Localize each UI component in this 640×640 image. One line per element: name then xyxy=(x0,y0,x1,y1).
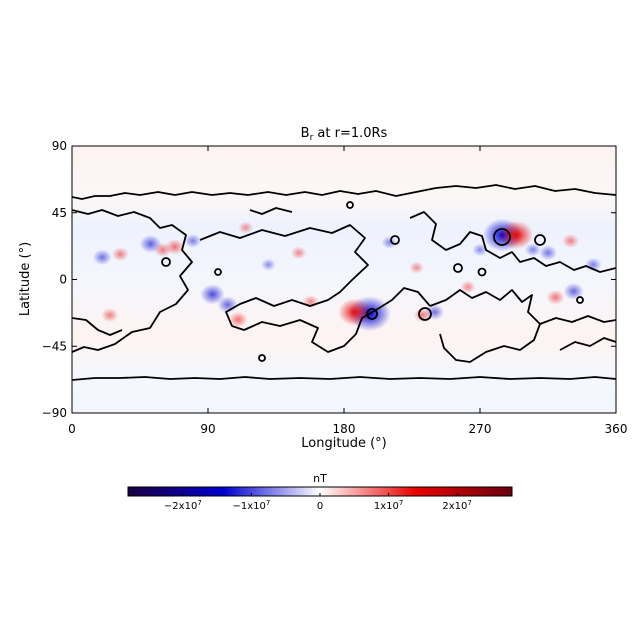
heatmap-feature-11 xyxy=(111,247,129,262)
heatmap-features xyxy=(92,218,602,332)
contour-east-region xyxy=(429,289,541,363)
heatmap-feature-19 xyxy=(546,289,565,305)
contour-central-band xyxy=(199,224,431,353)
colorbar-tick-label-3: 1x107 xyxy=(374,499,403,512)
contour-ring-8 xyxy=(346,201,354,209)
heatmap-feature-10 xyxy=(92,249,112,266)
zero-contours xyxy=(72,184,616,381)
heatmap-feature-29 xyxy=(238,221,254,234)
contour-east-upper xyxy=(409,211,616,273)
heatmap-feature-20 xyxy=(538,245,558,261)
colorbar-tick-label-0: −2x107 xyxy=(164,499,202,512)
contour-ring-5 xyxy=(161,257,171,267)
x-tick-label-2: 180 xyxy=(333,422,356,436)
x-axis-ticks: 0 90 180 270 360 xyxy=(68,146,627,436)
chart-title: Br at r=1.0Rs xyxy=(301,126,388,143)
contour-ring-7 xyxy=(477,267,487,277)
x-tick-label-3: 270 xyxy=(469,422,492,436)
contour-ring-9 xyxy=(390,235,400,245)
contour-ring-1 xyxy=(493,228,511,246)
y-tick-label-0: −90 xyxy=(42,406,67,420)
colorbar-tick-label-1: −1x107 xyxy=(232,499,270,512)
contour-ring-2 xyxy=(418,307,432,321)
contour-west-lower xyxy=(72,317,123,336)
x-tick-label-1: 90 xyxy=(200,422,215,436)
heatmap-feature-27 xyxy=(261,258,276,271)
contour-ring-3 xyxy=(366,308,378,320)
x-tick-label-0: 0 xyxy=(68,422,76,436)
y-axis-ticks: −90 −45 0 45 90 xyxy=(42,139,616,420)
contour-west-region xyxy=(72,209,193,353)
contour-far-east xyxy=(559,337,616,351)
contour-ring-11 xyxy=(214,268,222,276)
contour-ring-10 xyxy=(258,354,266,362)
chart-title-suffix: at r=1.0Rs xyxy=(313,126,387,141)
heatmap-feature-28 xyxy=(409,261,424,274)
y-tick-label-4: 90 xyxy=(52,139,67,153)
y-tick-label-2: 0 xyxy=(59,273,67,287)
colorbar-tick-label-2: 0 xyxy=(317,501,323,512)
heatmap-background xyxy=(72,146,616,413)
contour-north-boundary xyxy=(72,184,616,200)
x-axis-label: Longitude (°) xyxy=(301,436,386,451)
heatmap-feature-1 xyxy=(338,298,371,326)
x-tick-label-4: 360 xyxy=(605,422,628,436)
heatmap-feature-24 xyxy=(381,235,398,249)
heatmap-feature-6 xyxy=(228,311,248,328)
heatmap-feature-13 xyxy=(101,308,119,323)
contour-mid-north xyxy=(249,207,293,215)
heatmap-feature-23 xyxy=(524,243,541,257)
chart-title-main: B xyxy=(301,126,310,141)
heatmap-feature-18 xyxy=(563,282,584,300)
y-tick-label-1: −45 xyxy=(42,339,67,353)
contour-east-lower xyxy=(539,315,616,325)
contour-ring-6 xyxy=(453,263,463,273)
y-axis-label: Latitude (°) xyxy=(18,242,33,316)
heatmap-feature-26 xyxy=(472,243,488,257)
contour-ring-12 xyxy=(576,296,584,304)
y-tick-label-3: 45 xyxy=(52,206,67,220)
colorbar-label: nT xyxy=(313,472,327,485)
plot-area xyxy=(72,146,616,413)
colorbar-ticks: −2x107 −1x107 0 1x107 2x107 xyxy=(164,493,472,512)
heatmap-feature-4 xyxy=(200,284,225,305)
heatmap-feature-25 xyxy=(460,280,476,294)
heatmap-feature-12 xyxy=(184,233,202,248)
colorbar-tick-label-4: 2x107 xyxy=(442,499,471,512)
contour-ring-4 xyxy=(534,234,546,246)
heatmap-feature-9 xyxy=(165,239,185,255)
heatmap-feature-21 xyxy=(562,233,580,248)
heatmap-feature-14 xyxy=(290,246,307,260)
contour-south-boundary xyxy=(72,376,616,381)
chart-title-subscript: r xyxy=(310,133,314,143)
